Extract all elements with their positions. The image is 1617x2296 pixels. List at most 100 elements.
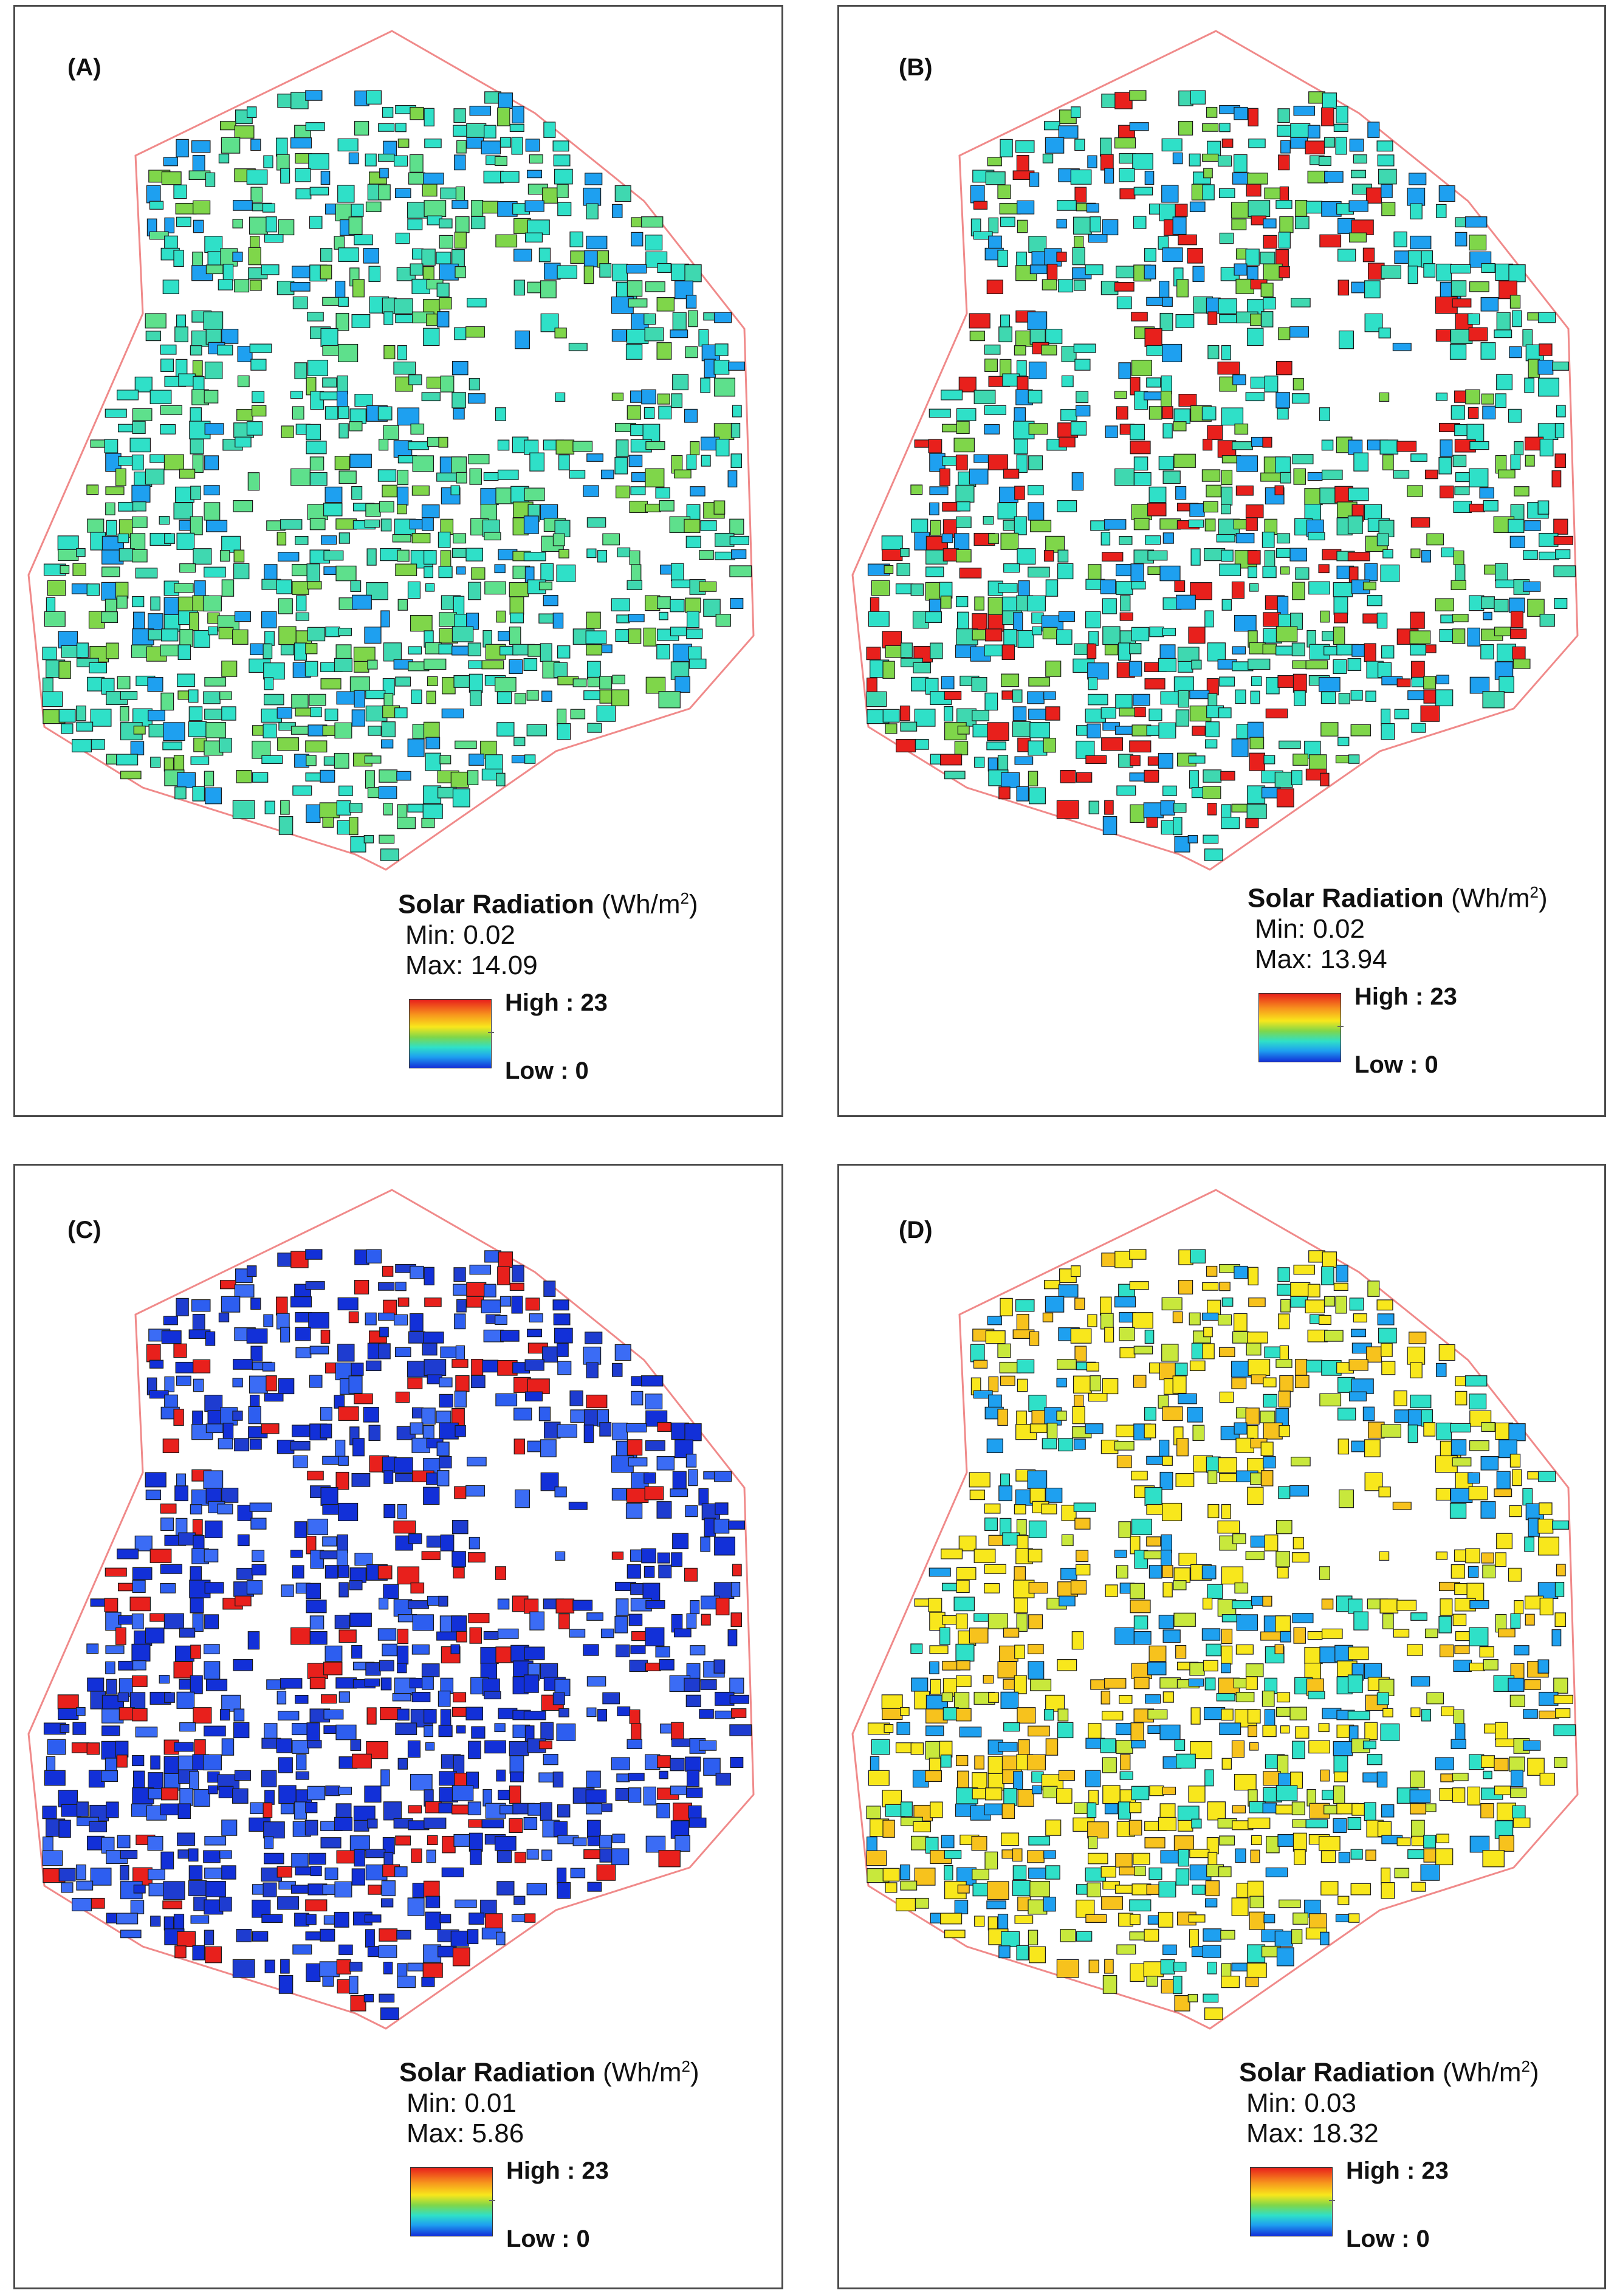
building-footprint: [1512, 658, 1531, 669]
building-footprint: [278, 626, 297, 645]
building-footprint: [1100, 579, 1116, 594]
building-footprint: [1178, 1393, 1197, 1404]
building-footprint: [1003, 1787, 1017, 1806]
building-footprint: [1469, 503, 1485, 512]
building-footprint: [264, 677, 274, 690]
building-footprint: [523, 658, 538, 671]
building-footprint: [192, 786, 205, 802]
building-footprint: [509, 659, 523, 675]
building-footprint: [1452, 1773, 1469, 1781]
building-footprint: [1175, 1645, 1187, 1659]
building-footprint: [1539, 438, 1554, 456]
building-footprint: [969, 469, 989, 485]
building-footprint: [252, 405, 267, 417]
building-footprint: [1017, 630, 1034, 648]
building-footprint: [324, 406, 338, 420]
map-panel-d: (D) Solar Radiation (Wh/m2) Min: 0.03 Ma…: [837, 1164, 1606, 2289]
building-footprint: [987, 722, 1009, 741]
building-footprint: [306, 755, 317, 766]
legend-title-text: Solar Radiation: [1239, 2057, 1435, 2088]
building-footprint: [278, 598, 293, 614]
building-footprint: [1290, 1282, 1311, 1297]
building-footprint: [290, 137, 312, 149]
building-footprint: [1291, 1457, 1311, 1466]
building-footprint: [670, 599, 685, 613]
building-footprint: [351, 1868, 365, 1886]
building-footprint: [1162, 247, 1183, 262]
building-footprint: [291, 1853, 309, 1868]
building-footprint: [1410, 453, 1427, 462]
building-footprint: [1280, 140, 1291, 154]
building-footprint: [177, 772, 196, 789]
building-footprint: [1425, 644, 1437, 653]
building-footprint: [410, 1582, 425, 1593]
building-footprint: [456, 1631, 467, 1643]
building-footprint: [278, 1975, 294, 1994]
building-footprint: [1509, 346, 1522, 359]
building-footprint: [1362, 1406, 1375, 1421]
building-footprint: [1162, 785, 1177, 796]
building-footprint: [349, 817, 359, 836]
building-footprint: [611, 1848, 630, 1866]
building-footprint: [1263, 1914, 1275, 1923]
building-footprint: [1130, 563, 1144, 582]
building-footprint: [1233, 1313, 1248, 1332]
building-footprint: [611, 204, 623, 218]
building-footprint: [1497, 469, 1516, 479]
building-footprint: [349, 1835, 370, 1851]
building-footprint: [306, 424, 321, 441]
building-footprint: [392, 534, 411, 543]
building-footprint: [91, 738, 105, 750]
building-footprint: [421, 1551, 441, 1561]
building-footprint: [469, 1627, 482, 1644]
building-footprint: [424, 1725, 433, 1737]
building-footprint: [540, 1802, 552, 1821]
building-footprint: [940, 1913, 963, 1925]
building-footprint: [132, 1675, 148, 1687]
building-footprint: [640, 216, 664, 228]
building-footprint: [1381, 1882, 1395, 1899]
building-footprint: [451, 1551, 466, 1567]
building-footprint: [1553, 565, 1576, 577]
building-footprint: [338, 247, 359, 262]
building-footprint: [436, 1442, 450, 1456]
building-footprint: [1377, 154, 1395, 167]
building-footprint: [192, 360, 203, 377]
building-footprint: [164, 235, 178, 249]
building-footprint: [1522, 1740, 1541, 1751]
building-footprint: [1410, 1803, 1426, 1815]
building-footprint: [191, 140, 211, 153]
building-footprint: [383, 642, 402, 662]
building-footprint: [1376, 533, 1389, 546]
building-footprint: [1203, 1660, 1218, 1672]
building-footprint: [1045, 661, 1062, 677]
building-footprint: [190, 486, 201, 500]
building-footprint: [671, 1552, 683, 1567]
building-footprint: [1162, 1691, 1174, 1703]
building-footprint: [626, 1423, 647, 1432]
building-footprint: [1353, 1611, 1369, 1631]
building-footprint: [509, 627, 521, 645]
building-footprint: [1539, 1502, 1553, 1515]
building-footprint: [1032, 1785, 1042, 1795]
building-footprint: [586, 1362, 599, 1378]
building-footprint: [1537, 312, 1556, 323]
building-footprint: [1085, 1423, 1104, 1434]
building-footprint: [305, 122, 325, 131]
building-footprint: [684, 1677, 701, 1692]
building-footprint: [1382, 549, 1393, 559]
building-footprint: [1029, 1880, 1050, 1897]
building-footprint: [145, 1490, 162, 1500]
building-footprint: [1452, 1457, 1472, 1466]
building-footprint: [1174, 836, 1190, 853]
building-footprint: [925, 566, 944, 577]
building-footprint: [523, 552, 546, 562]
building-footprint: [1162, 1406, 1183, 1421]
building-footprint: [1162, 406, 1173, 419]
building-footprint: [644, 313, 656, 325]
building-footprint: [1073, 1375, 1092, 1394]
building-footprint: [1003, 628, 1017, 647]
building-footprint: [540, 563, 554, 582]
building-footprint: [944, 706, 953, 722]
building-footprint: [1435, 204, 1447, 218]
